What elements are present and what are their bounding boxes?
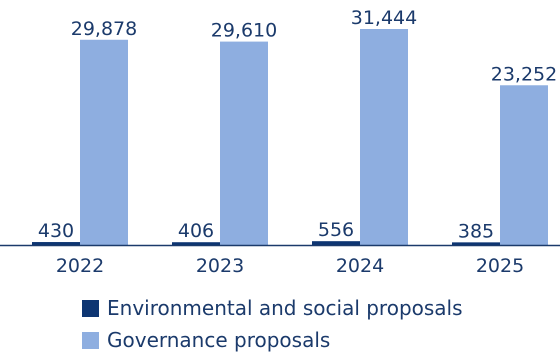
bar-chart: 430 406 556 385 29,878 29,610 31,444 23,252 2022…: [0, 7, 560, 277]
value-label-s1-2023: 29,610: [211, 20, 277, 42]
bar-s0-2023: [172, 242, 220, 245]
x-tick-label-2025: 2025: [476, 255, 524, 277]
bar-s1-2024: [360, 29, 408, 245]
x-tick-label-2024: 2024: [336, 255, 384, 277]
x-tick-label-2022: 2022: [56, 255, 104, 277]
bar-s1-2025: [500, 85, 548, 245]
bar-s1-2023: [220, 41, 268, 246]
legend-swatch-environmental-social: [82, 299, 99, 317]
value-label-s1-2024: 31,444: [351, 7, 417, 29]
legend-item-environmental-social: Environmental and social proposals: [82, 292, 552, 324]
value-label-s1-2022: 29,878: [71, 18, 137, 40]
legend-label-governance: Governance proposals: [107, 328, 331, 352]
x-tick-label-2023: 2023: [196, 255, 244, 277]
value-label-s0-2024: 556: [318, 219, 354, 241]
bar-s0-2024: [312, 241, 360, 245]
legend-swatch-governance: [82, 331, 99, 349]
legend-item-governance: Governance proposals: [82, 324, 552, 356]
value-label-s0-2022: 430: [38, 220, 74, 242]
value-label-s0-2025: 385: [458, 220, 494, 242]
value-label-s1-2025: 23,252: [491, 63, 557, 85]
bar-s0-2025: [452, 242, 500, 245]
value-label-s0-2023: 406: [178, 220, 214, 242]
legend-label-environmental-social: Environmental and social proposals: [107, 296, 463, 320]
legend: Environmental and social proposals Gover…: [82, 292, 552, 356]
bar-s0-2022: [32, 242, 80, 245]
bar-s1-2022: [80, 39, 128, 245]
